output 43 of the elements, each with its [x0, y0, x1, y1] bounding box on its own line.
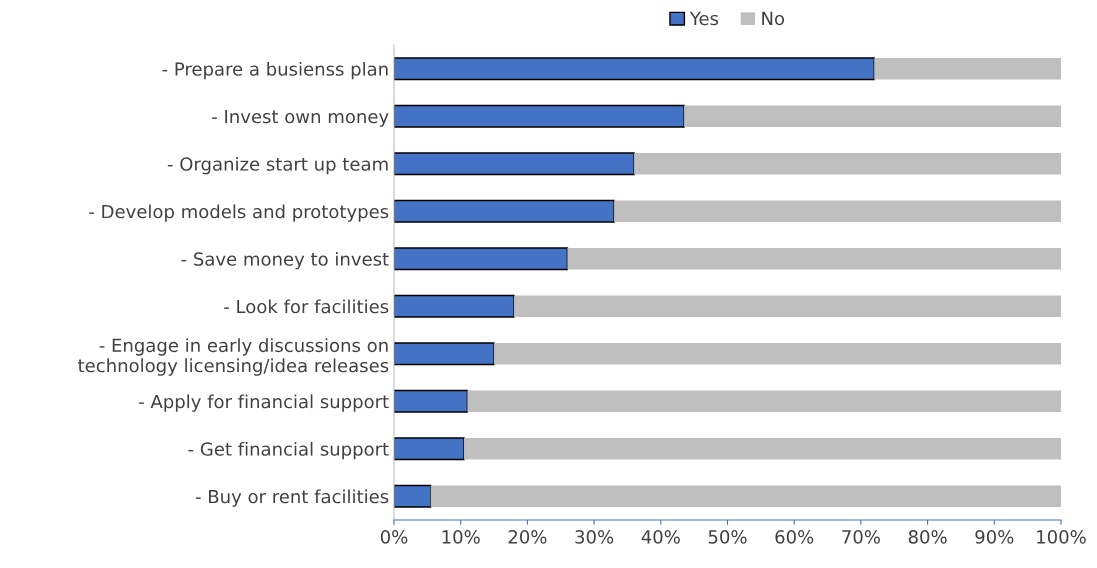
legend-label: No [762, 11, 785, 26]
y-tick-label: - Apply for financial support [139, 394, 389, 412]
x-tick-label: 0% [380, 530, 408, 544]
y-tick-label: - Save money to invest [181, 251, 389, 270]
x-tick-label: 50% [708, 530, 747, 544]
x-tick-label: 90% [975, 530, 1014, 544]
bar [394, 152, 635, 176]
x-tick-label: 20% [508, 530, 547, 544]
x-tick-label: 10% [442, 530, 480, 544]
bar [634, 153, 1061, 175]
y-tick-label: - Engage in early discussions on technology licensing/idea releases [78, 338, 389, 376]
bar [430, 485, 1061, 507]
x-tick-label: 40% [641, 530, 680, 544]
y-tick-label: - Look for facilities [224, 299, 389, 314]
bar [614, 200, 1061, 222]
bar [394, 104, 685, 128]
bar [684, 105, 1061, 127]
y-tick-label: - Prepare a busienss plan [162, 61, 388, 80]
x-tick-label: 100% [1037, 530, 1086, 544]
y-tick-label: - Buy or rent facilities [195, 489, 389, 507]
bar [567, 248, 1061, 270]
bar [464, 438, 1061, 460]
x-tick-label: 60% [775, 530, 814, 544]
y-tick-label: - Invest own money [212, 109, 389, 127]
bar [394, 199, 615, 223]
y-tick-label: - Develop models and prototypes [89, 204, 389, 222]
bar [494, 343, 1061, 365]
bar [394, 437, 465, 461]
x-tick-label: 80% [908, 530, 947, 544]
legend-label: Yes [689, 11, 719, 26]
bar [394, 389, 469, 413]
bar [467, 390, 1061, 412]
bar [394, 342, 495, 366]
bar [394, 484, 432, 508]
bar [874, 58, 1061, 80]
y-tick-label: - Get financial support [188, 441, 389, 460]
bar [394, 294, 515, 318]
bar [394, 57, 875, 81]
bar [394, 247, 569, 271]
y-tick-label: - Organize start up team [167, 156, 388, 175]
x-tick-label: 30% [575, 530, 614, 544]
x-tick-label: 70% [842, 530, 880, 544]
bar [514, 295, 1061, 317]
